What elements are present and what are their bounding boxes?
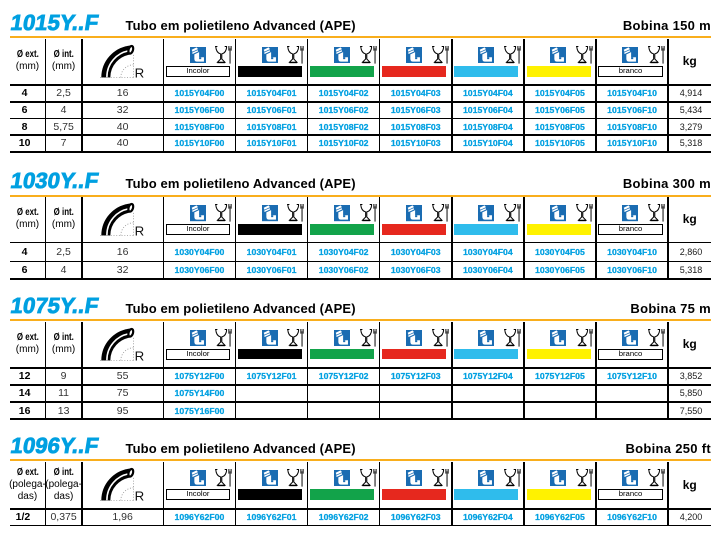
svg-text:R: R <box>135 488 144 503</box>
svg-text:R: R <box>135 65 144 80</box>
svg-text:R: R <box>135 348 144 363</box>
svg-text:R: R <box>135 223 144 238</box>
